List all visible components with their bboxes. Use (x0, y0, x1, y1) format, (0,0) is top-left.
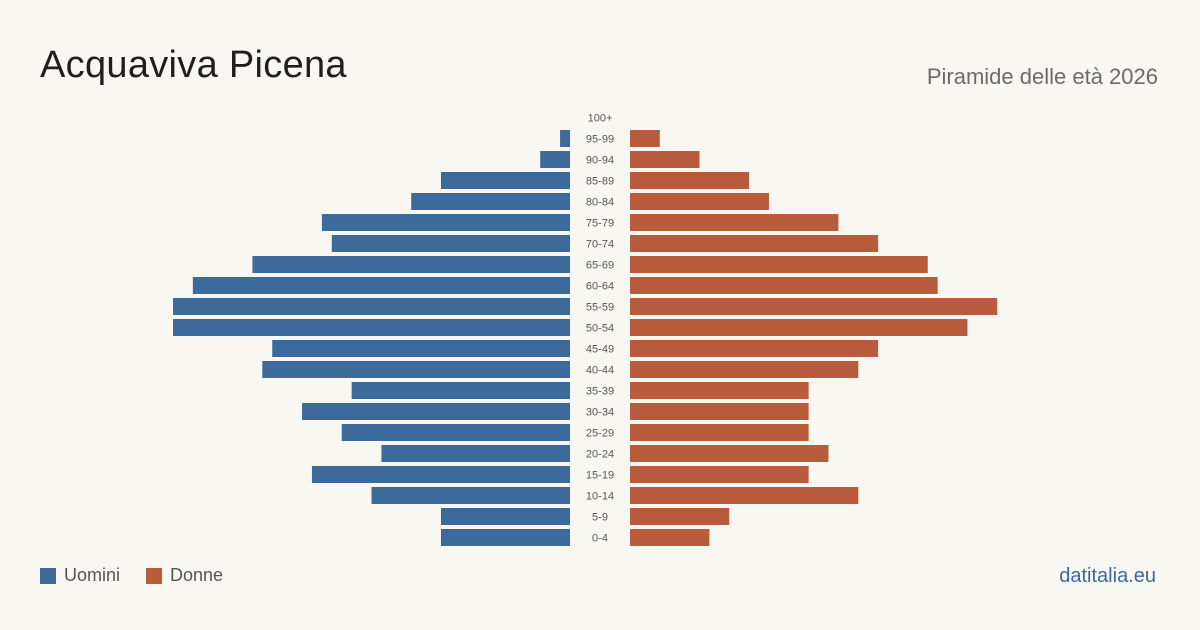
bar-women-65-69 (630, 256, 928, 273)
bar-women-95-99 (630, 130, 660, 147)
bar-women-35-39 (630, 382, 809, 399)
age-label-15-19: 15-19 (586, 470, 614, 482)
age-label-40-44: 40-44 (586, 365, 614, 377)
bar-men-35-39 (351, 382, 570, 399)
legend-swatch-women (146, 567, 163, 584)
bar-men-40-44 (262, 361, 570, 378)
age-label-95-99: 95-99 (586, 134, 614, 146)
legend-item-women: Donne (146, 565, 223, 586)
bar-women-5-9 (630, 508, 730, 525)
bar-men-65-69 (252, 256, 570, 273)
age-label-35-39: 35-39 (586, 386, 614, 398)
legend-label-women: Donne (170, 565, 224, 585)
chart-subtitle: Piramide delle età 2026 (926, 64, 1158, 89)
bar-men-50-54 (173, 319, 570, 336)
bar-women-20-24 (630, 445, 829, 462)
age-label-10-14: 10-14 (586, 491, 614, 503)
age-label-55-59: 55-59 (586, 302, 614, 314)
bar-men-5-9 (440, 508, 570, 525)
bar-men-80-84 (411, 193, 570, 210)
age-label-60-64: 60-64 (586, 281, 614, 293)
legend-item-men: Uomini (40, 565, 120, 586)
bar-women-0-4 (630, 529, 710, 546)
bar-women-85-89 (630, 172, 750, 189)
bar-women-25-29 (630, 424, 809, 441)
bar-women-30-34 (630, 403, 809, 420)
bar-women-10-14 (630, 487, 859, 504)
age-label-75-79: 75-79 (586, 218, 614, 230)
age-label-45-49: 45-49 (586, 344, 614, 356)
bar-men-25-29 (341, 424, 570, 441)
age-label-100+: 100+ (588, 113, 613, 125)
bar-women-40-44 (630, 361, 859, 378)
bar-women-50-54 (630, 319, 968, 336)
bar-men-10-14 (371, 487, 570, 504)
age-label-50-54: 50-54 (586, 323, 614, 335)
bar-men-55-59 (173, 298, 570, 315)
legend-label-men: Uomini (64, 565, 121, 585)
age-label-90-94: 90-94 (586, 155, 614, 167)
bar-men-15-19 (311, 466, 570, 483)
bar-women-55-59 (630, 298, 998, 315)
bar-women-75-79 (630, 214, 839, 231)
source-link[interactable]: datitalia.eu (1059, 565, 1156, 587)
bar-men-30-34 (302, 403, 570, 420)
bar-men-75-79 (321, 214, 570, 231)
age-label-25-29: 25-29 (586, 428, 614, 440)
bar-women-60-64 (630, 277, 938, 294)
bar-women-70-74 (630, 235, 879, 252)
bar-men-20-24 (381, 445, 570, 462)
age-label-65-69: 65-69 (586, 260, 614, 272)
legend: Uomini Donne (40, 565, 249, 586)
age-label-0-4: 0-4 (592, 533, 608, 545)
legend-swatch-men (40, 567, 56, 584)
age-label-5-9: 5-9 (592, 512, 608, 524)
age-label-30-34: 30-34 (586, 407, 614, 419)
bar-men-0-4 (440, 529, 570, 546)
bar-women-15-19 (630, 466, 809, 483)
bar-men-70-74 (331, 235, 570, 252)
age-label-70-74: 70-74 (586, 239, 614, 251)
chart-title: Acquaviva Picena (40, 44, 347, 86)
age-label-85-89: 85-89 (586, 176, 614, 188)
bar-men-85-89 (440, 172, 570, 189)
bar-men-90-94 (540, 151, 570, 168)
bar-women-80-84 (630, 193, 769, 210)
bar-women-90-94 (630, 151, 700, 168)
bar-men-45-49 (272, 340, 570, 357)
bar-men-95-99 (560, 130, 570, 147)
age-label-20-24: 20-24 (586, 449, 614, 461)
bar-men-60-64 (192, 277, 570, 294)
age-label-80-84: 80-84 (586, 197, 614, 209)
bar-women-45-49 (630, 340, 879, 357)
